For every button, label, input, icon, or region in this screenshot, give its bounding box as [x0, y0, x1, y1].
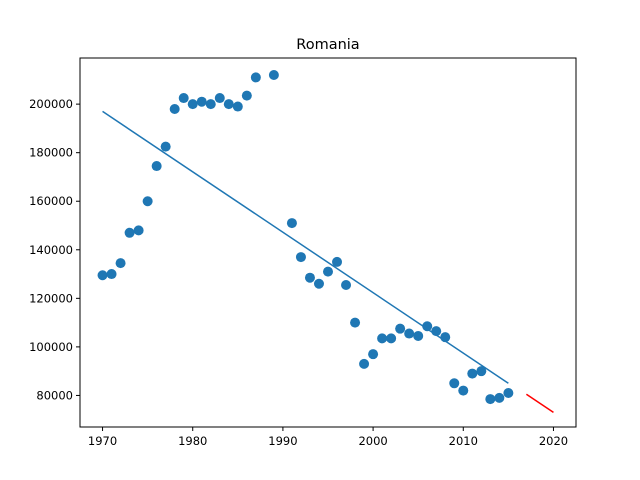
data-point [422, 321, 433, 332]
data-point [250, 72, 261, 83]
data-point [106, 269, 117, 280]
data-point [503, 388, 514, 399]
y-tick-label: 200000 [29, 97, 73, 111]
data-point [386, 333, 397, 344]
x-tick-label: 1990 [268, 434, 297, 448]
data-point [241, 90, 252, 101]
y-tick-label: 80000 [36, 388, 73, 402]
data-point [124, 227, 135, 238]
data-point [232, 101, 243, 112]
x-tick-label: 1980 [178, 434, 207, 448]
data-point [467, 368, 478, 379]
data-point [332, 256, 343, 267]
data-point [440, 332, 451, 343]
x-tick-label: 2020 [539, 434, 568, 448]
x-tick-label: 2010 [449, 434, 478, 448]
data-point [413, 330, 424, 341]
y-axis: 80000 100000 120000 140000 160000 180000 20000… [29, 97, 80, 402]
data-point [295, 252, 306, 263]
chart-title: Romania [296, 37, 359, 53]
data-point [205, 99, 216, 110]
data-point [323, 266, 333, 277]
data-point [313, 278, 324, 289]
data-point [142, 196, 153, 207]
x-tick-label: 2000 [358, 434, 387, 448]
data-point [449, 378, 460, 389]
data-point [395, 323, 406, 334]
data-point [458, 385, 469, 396]
data-point [476, 366, 487, 377]
points-layer [97, 69, 514, 405]
data-point [341, 279, 352, 290]
data-point [151, 161, 162, 172]
data-point [350, 317, 361, 328]
data-point [268, 69, 279, 80]
data-point [377, 333, 388, 344]
y-tick-label: 140000 [29, 243, 73, 257]
data-point [485, 394, 496, 405]
data-point [368, 349, 379, 360]
y-tick-label: 180000 [29, 146, 73, 160]
plot-area [97, 69, 554, 414]
plot-frame [79, 57, 577, 428]
x-axis: 1970 1980 1990 2000 2010 2020 [88, 427, 568, 448]
data-point [286, 218, 297, 229]
data-point [187, 99, 198, 110]
y-tick-label: 100000 [29, 340, 73, 354]
data-point [359, 358, 370, 369]
data-point [494, 392, 505, 403]
data-point [431, 326, 442, 337]
data-point [304, 272, 315, 283]
data-point [97, 270, 108, 281]
data-point [214, 93, 225, 104]
data-point [169, 103, 180, 114]
y-tick-label: 160000 [29, 194, 73, 208]
data-point [404, 328, 415, 339]
data-point [133, 225, 144, 236]
y-tick-label: 120000 [29, 291, 73, 305]
forecast-layer [525, 393, 554, 414]
data-point [223, 99, 234, 110]
data-point [115, 258, 126, 269]
data-point [178, 93, 189, 104]
data-point [196, 96, 207, 107]
forecast-line [525, 393, 554, 414]
data-point [160, 141, 171, 152]
x-tick-label: 1970 [88, 434, 117, 448]
